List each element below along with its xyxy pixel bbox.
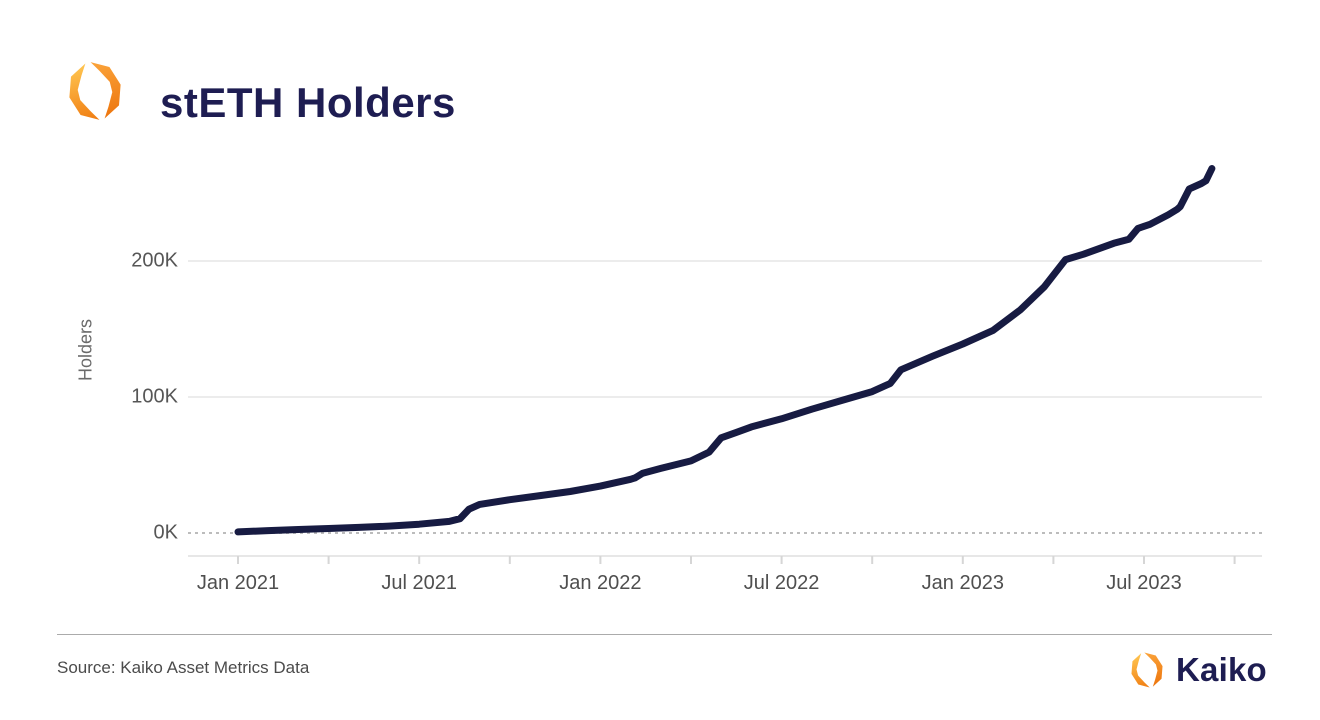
footer-brand-wordmark: Kaiko <box>1176 651 1267 688</box>
x-tick-label: Jul 2023 <box>1106 572 1182 594</box>
footer-divider <box>57 634 1272 635</box>
kaiko-logo-icon <box>1131 652 1163 688</box>
x-tick-label: Jan 2021 <box>196 572 280 594</box>
y-axis-title: Holders <box>75 318 96 382</box>
y-tick-label: 0K <box>153 521 178 544</box>
y-tick-label: 200K <box>131 249 178 272</box>
source-text: Source: Kaiko Asset Metrics Data <box>57 658 310 677</box>
x-tick-label: Jan 2022 <box>559 572 642 594</box>
page-title: stETH Holders <box>160 79 456 126</box>
x-tick-label: Jul 2021 <box>381 572 457 594</box>
x-tick-label: Jul 2022 <box>743 572 820 594</box>
kaiko-logo-icon <box>69 62 121 120</box>
y-tick-label: 100K <box>131 385 178 408</box>
x-tick-label: Jan 2023 <box>921 572 1004 594</box>
